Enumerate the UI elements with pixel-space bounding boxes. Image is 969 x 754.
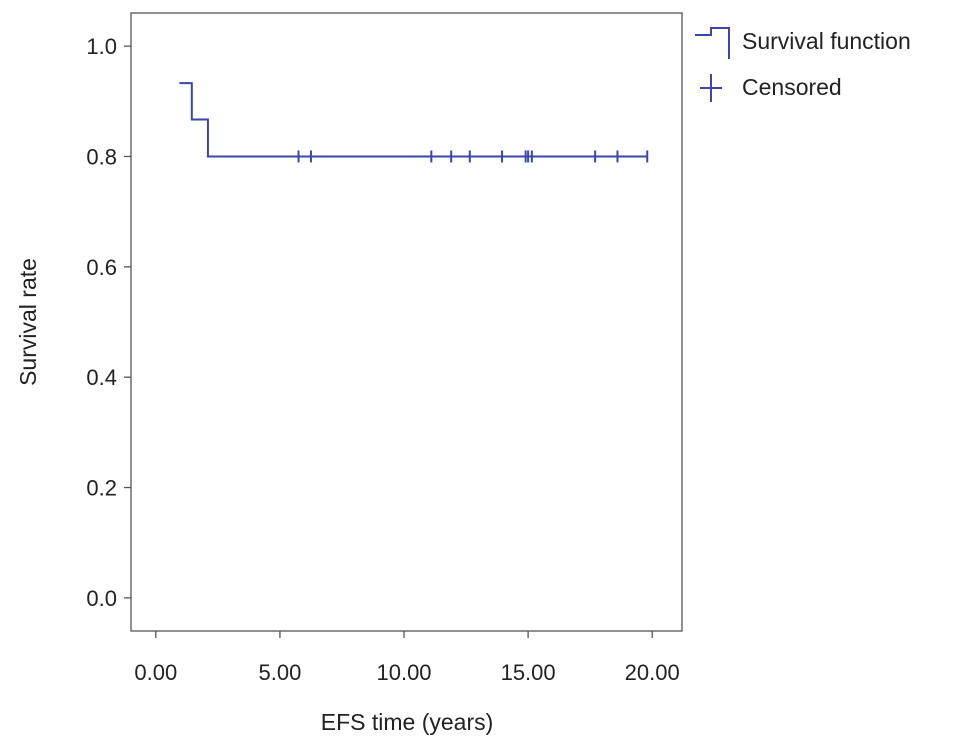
y-tick-label: 0.8 xyxy=(86,144,117,169)
x-axis-title: EFS time (years) xyxy=(321,709,494,735)
y-tick-label: 1.0 xyxy=(86,34,117,59)
legend-label-survival: Survival function xyxy=(742,28,911,54)
survival-step-line xyxy=(179,82,648,158)
x-tick-label: 5.00 xyxy=(259,660,302,685)
x-tick-label: 20.00 xyxy=(625,660,680,685)
y-tick-label: 0.6 xyxy=(86,255,117,280)
x-tick-label: 0.00 xyxy=(134,660,177,685)
y-axis-title: Survival rate xyxy=(15,258,41,386)
plus-tick-icon xyxy=(700,74,722,102)
y-axis: 0.0 0.2 0.4 0.6 0.8 1.0 xyxy=(86,34,131,611)
x-tick-label: 15.00 xyxy=(501,660,556,685)
step-line-icon xyxy=(695,27,730,59)
x-tick-label: 10.00 xyxy=(376,660,431,685)
y-tick-label: 0.2 xyxy=(86,476,117,501)
series-layer xyxy=(179,82,649,163)
y-tick-label: 0.4 xyxy=(86,365,117,390)
legend-label-censored: Censored xyxy=(742,74,842,100)
x-axis: 0.00 5.00 10.00 15.00 20.00 xyxy=(134,631,680,685)
y-tick-label: 0.0 xyxy=(86,586,117,611)
legend: Survival function Censored xyxy=(695,27,911,102)
plot-frame xyxy=(130,12,683,632)
